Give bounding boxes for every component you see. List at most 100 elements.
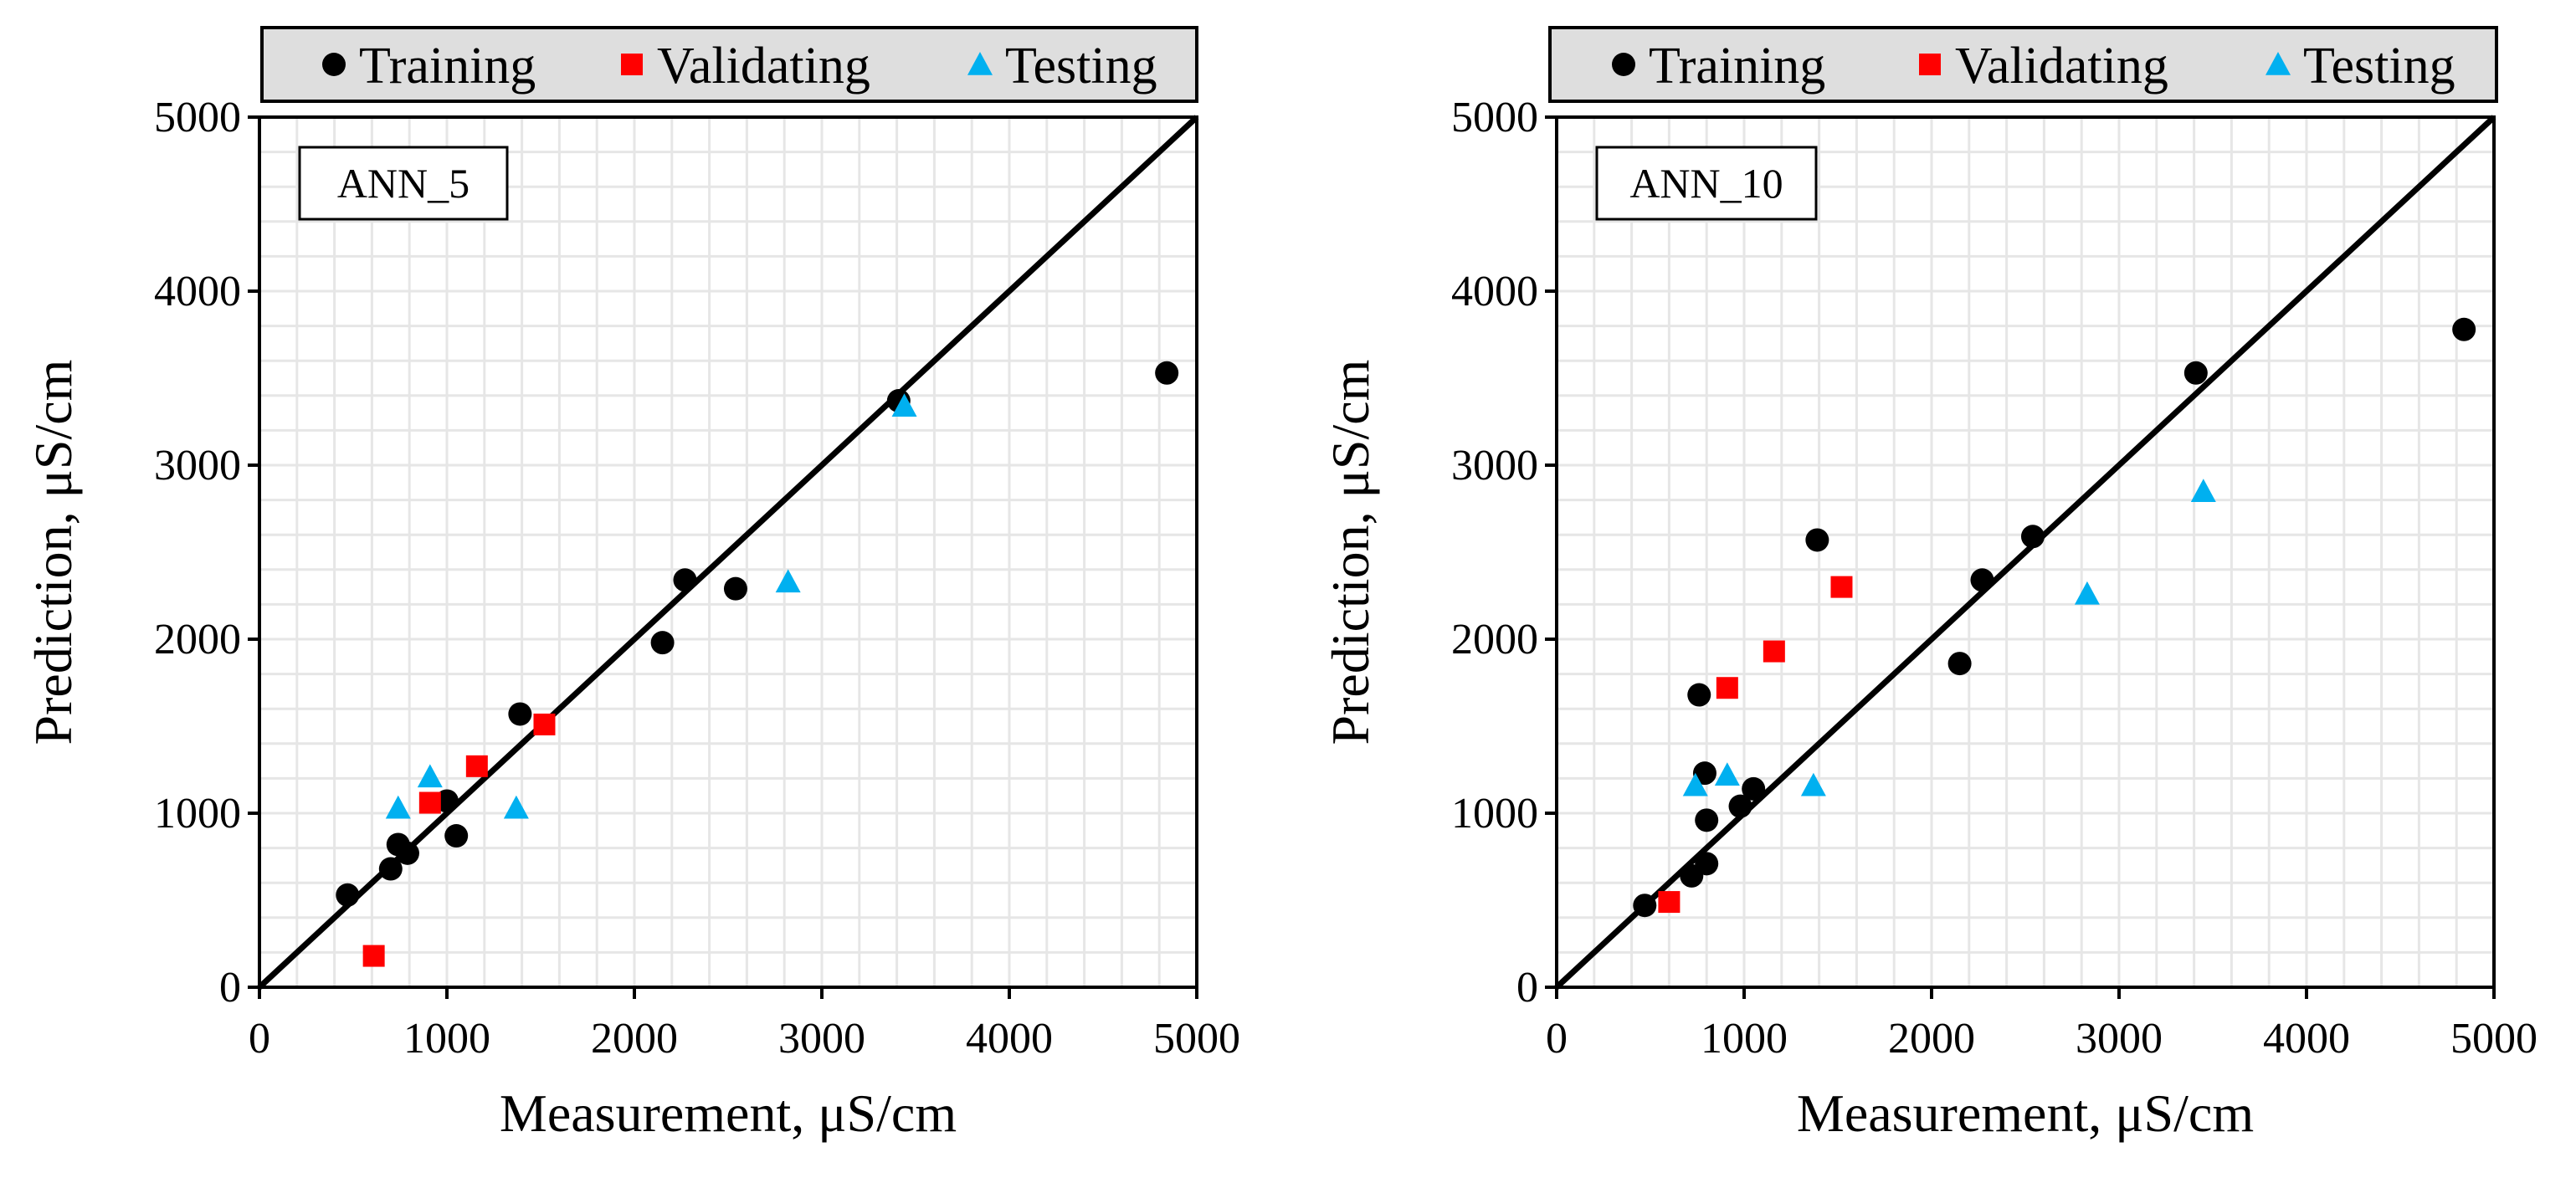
x-axis-label: Measurement, μS/cm	[500, 1083, 957, 1143]
plot-frame	[258, 115, 1198, 989]
y-tick-label: 5000	[154, 94, 241, 141]
data-point-training	[378, 857, 403, 881]
x-tick-label: 3000	[778, 1015, 865, 1063]
data-point-training	[1155, 361, 1179, 385]
data-point-testing	[775, 569, 801, 593]
panel-title-frame	[1595, 146, 1818, 221]
data-point-training	[508, 702, 532, 726]
panel-title: ANN_10	[1629, 160, 1783, 207]
data-point-training	[2020, 525, 2045, 549]
data-point-testing	[1714, 762, 1740, 786]
legend-frame	[1548, 26, 2498, 103]
x-tick-label: 4000	[2263, 1015, 2350, 1063]
legend-label-testing: Testing	[1005, 38, 1157, 95]
panel-title-box: ANN_10	[1595, 146, 1818, 221]
legend: Training Validating Testing	[260, 26, 1198, 103]
data-point-training	[2183, 361, 2208, 385]
data-point-testing	[2190, 479, 2216, 502]
data-point-training	[1728, 794, 1752, 818]
y-tick-label: 2000	[1451, 616, 1538, 663]
legend-frame	[260, 26, 1198, 103]
data-point-training	[2452, 317, 2476, 341]
legend-label-validating: Validating	[657, 38, 870, 95]
y-axis-label: Prediction, μS/cm	[1321, 360, 1380, 745]
x-tick-label: 1000	[403, 1015, 490, 1063]
y-tick-label: 3000	[1451, 442, 1538, 489]
data-point-training	[1633, 894, 1657, 918]
data-point-validating	[1830, 576, 1853, 598]
y-tick-label: 0	[1516, 964, 1538, 1011]
x-tick-label: 1000	[1701, 1015, 1788, 1063]
x-tick-label: 0	[249, 1015, 270, 1063]
legend-label-validating: Validating	[1955, 38, 2168, 95]
y-tick-label: 4000	[154, 268, 241, 315]
data-point-validating	[1763, 640, 1785, 663]
legend-marker-testing	[2266, 52, 2291, 75]
legend-marker-training	[1612, 53, 1635, 76]
panel-title: ANN_5	[337, 160, 470, 207]
data-point-training	[444, 824, 469, 848]
data-point-validating	[362, 945, 385, 967]
data-point-testing	[1682, 772, 1708, 796]
data-point-testing	[891, 393, 917, 417]
legend-marker-training	[322, 53, 346, 76]
y-tick-label: 0	[219, 964, 241, 1011]
series-testing	[385, 393, 917, 819]
data-point-validating	[533, 713, 556, 735]
data-point-training	[1947, 652, 1972, 676]
data-point-testing	[417, 764, 443, 788]
identity-line	[1554, 115, 2496, 990]
data-point-validating	[418, 791, 441, 814]
y-tick-label: 2000	[154, 616, 241, 663]
x-tick-label: 3000	[2076, 1015, 2163, 1063]
y-axis-label: Prediction, μS/cm	[23, 360, 83, 745]
legend-marker-validating	[621, 54, 643, 75]
data-point-validating	[465, 755, 488, 777]
y-tick-label: 3000	[154, 442, 241, 489]
legend-marker-testing	[967, 52, 993, 75]
legend: Training Validating Testing	[1548, 26, 2498, 103]
x-tick-label: 2000	[1888, 1015, 1975, 1063]
data-point-training	[1695, 852, 1719, 876]
chart-panel-ann10: 00 1000 1000 2000 2000 3000 3000 4000 4000 5000 50…	[1321, 26, 2538, 1143]
chart-panel-ann5: 00 1000 1000 2000 2000 3000 3000 4000 4000 5000 50…	[23, 26, 1240, 1143]
y-tick-label: 4000	[1451, 268, 1538, 315]
x-tick-label: 4000	[966, 1015, 1053, 1063]
panel-title-box: ANN_5	[298, 146, 509, 221]
y-tick-label: 1000	[1451, 790, 1538, 837]
x-tick-label: 5000	[2450, 1015, 2538, 1063]
x-tick-label: 5000	[1153, 1015, 1240, 1063]
series-validating	[1658, 576, 1853, 914]
data-point-training	[1805, 528, 1829, 552]
data-point-testing	[2074, 581, 2100, 605]
data-point-testing	[503, 795, 529, 819]
identity-line	[257, 115, 1199, 990]
data-point-training	[1695, 808, 1719, 832]
data-point-training	[1692, 761, 1716, 786]
legend-label-training: Training	[359, 38, 536, 95]
data-point-testing	[1800, 772, 1826, 796]
data-point-training	[723, 576, 747, 601]
data-point-testing	[385, 795, 411, 819]
series-testing	[1682, 479, 2216, 796]
y-tick-label: 1000	[154, 790, 241, 837]
data-point-training	[1742, 776, 1766, 801]
data-point-training	[1970, 568, 1994, 592]
data-point-training	[336, 883, 360, 907]
legend-marker-validating	[1919, 54, 1941, 75]
legend-label-training: Training	[1649, 38, 1825, 95]
series-training	[1633, 317, 2476, 918]
data-point-training	[435, 789, 459, 813]
x-tick-label: 2000	[591, 1015, 678, 1063]
legend-label-testing: Testing	[2303, 38, 2455, 95]
data-point-training	[650, 631, 675, 655]
data-point-training	[395, 841, 419, 865]
data-point-validating	[1658, 891, 1681, 914]
grid	[259, 117, 1197, 987]
x-axis-label: Measurement, μS/cm	[1797, 1083, 2254, 1143]
panel-title-frame	[298, 146, 509, 221]
y-tick-label: 5000	[1451, 94, 1538, 141]
series-validating	[362, 713, 556, 967]
data-point-training	[673, 568, 697, 592]
